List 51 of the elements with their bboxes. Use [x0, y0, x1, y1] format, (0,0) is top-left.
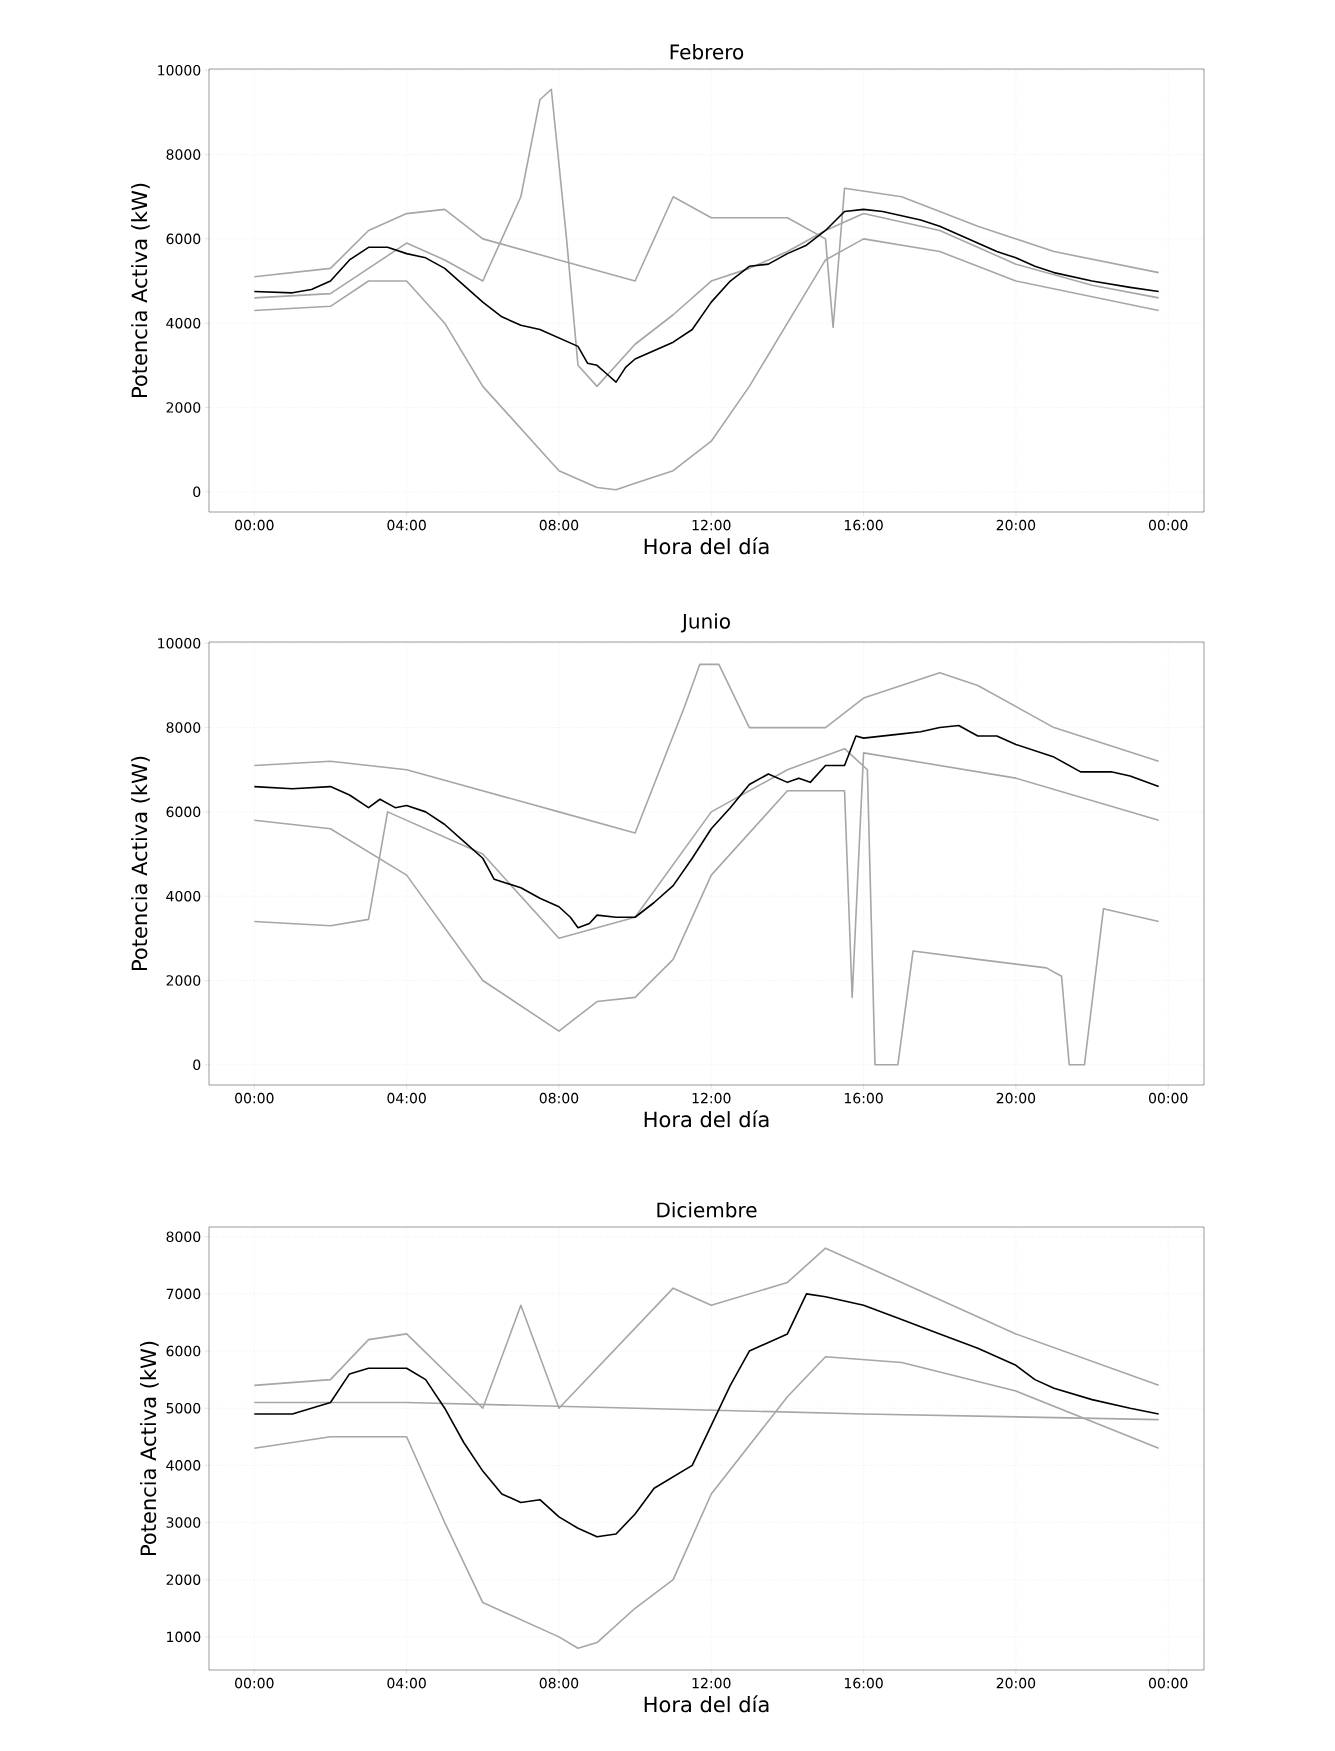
x-tick-label: 00:00	[235, 1677, 274, 1689]
x-tick-label: 08:00	[539, 519, 579, 531]
y-tick-label: 4000	[166, 317, 201, 329]
y-axis-title: Potencia Activa (kW)	[131, 756, 150, 970]
chart-title: Junio	[680, 613, 730, 633]
y-tick-label: 8000	[166, 722, 201, 733]
y-tick-label: 2000	[166, 1574, 201, 1585]
x-tick-label: 08:00	[539, 1677, 579, 1689]
x-tick-label: 12:00	[692, 519, 731, 531]
x-tick-label: 16:00	[844, 1677, 883, 1689]
x-tick-label: 20:00	[996, 519, 1036, 531]
y-axis-title: Potencia Activa (kW)	[131, 183, 150, 397]
x-axis-title: Hora del día	[644, 537, 769, 555]
x-axis-title: Hora del día	[644, 1110, 769, 1128]
x-tick-label: 20:00	[996, 1677, 1036, 1689]
x-tick-label: 00:00	[1148, 519, 1188, 531]
y-tick-label: 6000	[166, 233, 201, 245]
x-tick-label: 00:00	[235, 519, 274, 531]
x-axis-title: Hora del día	[644, 1695, 769, 1713]
y-tick-label: 0	[193, 1059, 201, 1071]
x-tick-label: 12:00	[692, 1677, 731, 1689]
x-tick-label: 00:00	[1148, 1092, 1188, 1104]
x-tick-label: 20:00	[996, 1092, 1036, 1104]
y-tick-label: 10000	[158, 64, 201, 76]
x-tick-label: 16:00	[844, 1092, 883, 1104]
y-axis-title: Potencia Activa (kW)	[139, 1341, 159, 1555]
y-tick-label: 0	[193, 486, 201, 498]
y-tick-label: 4000	[166, 890, 201, 902]
chart-title: Febrero	[670, 44, 744, 60]
x-tick-label: 00:00	[235, 1092, 274, 1104]
y-tick-label: 8000	[166, 1231, 201, 1243]
y-tick-label: 8000	[166, 149, 201, 160]
y-tick-label: 5000	[166, 1402, 201, 1414]
chart-title: Diciembre	[657, 1202, 757, 1218]
x-tick-label: 04:00	[387, 1092, 426, 1104]
line-series	[253, 724, 1160, 929]
y-tick-label: 2000	[166, 402, 201, 413]
y-tick-label: 7000	[166, 1288, 201, 1300]
x-tick-label: 00:00	[1148, 1677, 1188, 1689]
y-tick-label: 1000	[167, 1631, 201, 1643]
y-tick-label: 10000	[158, 637, 201, 649]
x-tick-label: 16:00	[844, 519, 883, 531]
x-tick-label: 08:00	[539, 1092, 579, 1104]
x-tick-label: 04:00	[387, 1677, 426, 1689]
x-tick-label: 12:00	[692, 1092, 731, 1104]
y-tick-label: 6000	[166, 1345, 201, 1357]
y-tick-label: 6000	[166, 806, 201, 818]
x-tick-label: 04:00	[387, 519, 426, 531]
y-tick-label: 3000	[166, 1517, 201, 1528]
y-tick-label: 2000	[166, 975, 201, 986]
y-tick-label: 4000	[166, 1460, 201, 1471]
